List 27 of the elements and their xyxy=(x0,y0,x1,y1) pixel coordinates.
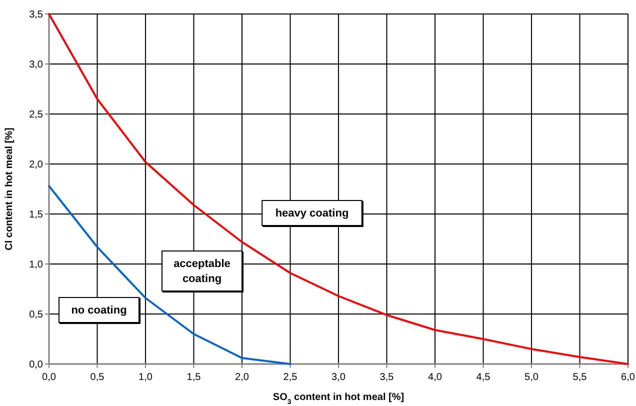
x-tick-label: 2,0 xyxy=(235,372,250,383)
y-tick-label: 0,5 xyxy=(29,310,44,320)
x-tick-label: 6,0 xyxy=(621,372,636,383)
x-tick-label: 1,5 xyxy=(186,372,202,383)
y-tick-label: 1,5 xyxy=(29,210,44,220)
y-tick-label: 3,5 xyxy=(29,10,44,20)
x-tick-label: 3,5 xyxy=(380,372,394,383)
y-tick-label: 2,5 xyxy=(29,110,44,120)
annotation: heavy coating xyxy=(275,208,349,220)
y-tick-label: 0,0 xyxy=(29,360,44,370)
x-tick-label: 5,0 xyxy=(524,372,539,383)
x-tick-label: 1,0 xyxy=(138,372,153,383)
x-tick-label: 4,5 xyxy=(476,372,491,383)
x-tick-label: 3,0 xyxy=(332,372,346,383)
y-tick-label: 1,0 xyxy=(29,260,44,270)
x-axis-title: SO$_{3}$ content in hot meal [%] xyxy=(272,392,404,406)
x-tick-label: 0,5 xyxy=(90,372,105,383)
x-tick-label: 0,0 xyxy=(42,372,56,383)
x-tick-label: 4,0 xyxy=(428,372,442,383)
annotation: acceptable coating xyxy=(174,258,230,285)
y-tick-label: 2,0 xyxy=(29,160,44,170)
x-tick-label: 2,5 xyxy=(283,372,298,383)
y-axis-title: Cl content in hot meal [%] xyxy=(4,128,15,250)
y-tick-label: 3,0 xyxy=(29,60,44,70)
x-tick-label: 5,5 xyxy=(572,372,588,383)
annotation: no coating xyxy=(71,304,127,316)
line-series xyxy=(48,13,629,365)
